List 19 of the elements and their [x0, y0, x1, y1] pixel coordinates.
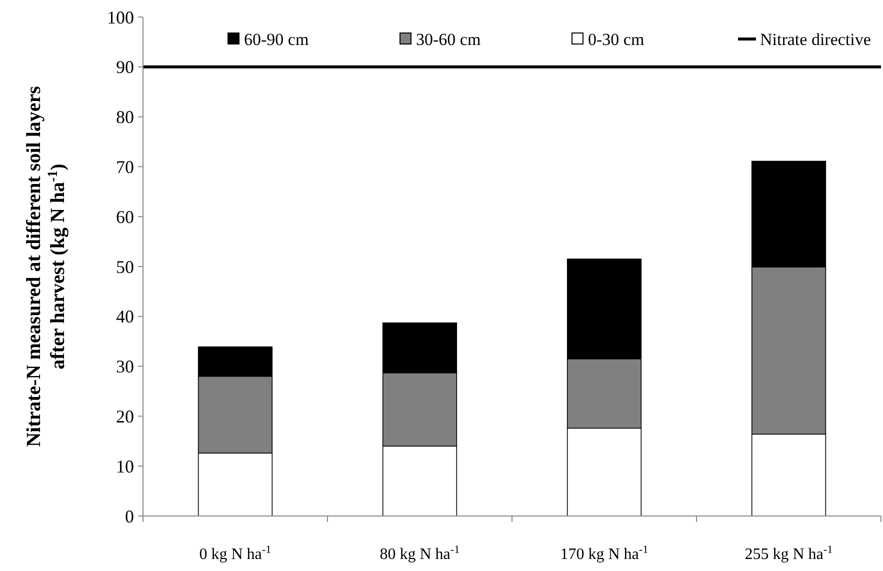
- y-tick-label: 0: [125, 506, 134, 526]
- x-tick-label: 80 kg N ha$^{-1}$: [380, 544, 460, 563]
- legend-label: 30-60 cm: [416, 30, 481, 50]
- legend-label: 60-90 cm: [244, 30, 309, 50]
- legend-label: Nitrate directive: [760, 30, 871, 50]
- y-tick-label: 100: [107, 7, 134, 28]
- y-tick-label: 80: [116, 107, 134, 128]
- y-tick-label: 30: [116, 356, 134, 377]
- legend-label: 0-30 cm: [588, 30, 644, 50]
- y-tick-label: 70: [116, 157, 134, 177]
- y-tick-label: 40: [116, 306, 134, 327]
- y-tick-label: 20: [116, 406, 134, 426]
- x-tick-label: 170 kg N ha$^{-1}$: [560, 544, 648, 563]
- x-tick-label: 0 kg N ha$^{-1}$: [199, 544, 272, 563]
- y-tick-label: 60: [116, 206, 134, 227]
- y-tick-label: 50: [116, 256, 134, 277]
- y-tick-label: 10: [116, 456, 134, 476]
- x-tick-label: 255 kg N ha$^{-1}$: [744, 544, 833, 563]
- y-tick-label: 90: [116, 57, 134, 78]
